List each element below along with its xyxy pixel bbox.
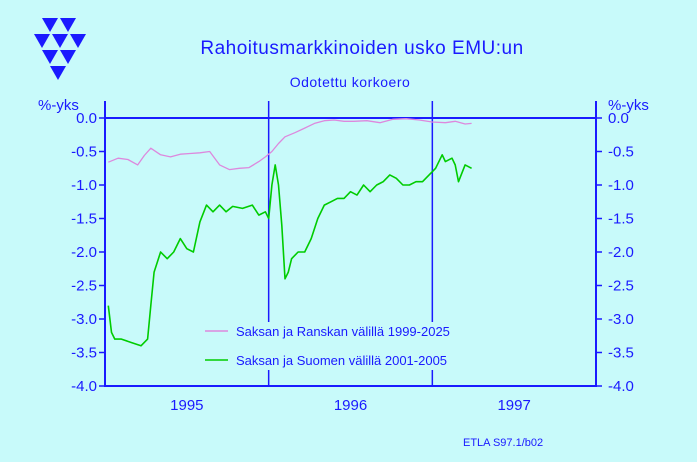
legend-background	[198, 322, 590, 370]
x-ticks: 1995 1996 1997	[170, 397, 531, 414]
y-tick-label-left: -1.0	[71, 177, 97, 194]
y-tick-label-right: -1.5	[608, 211, 634, 228]
y-axis-label-right: %-yks	[608, 97, 649, 114]
y-tick-label-right: -3.5	[608, 345, 634, 362]
y-tick-label-left: -4.0	[71, 378, 97, 395]
chart-subtitle: Odotettu korkoero	[290, 74, 411, 90]
plot-area	[104, 101, 597, 387]
chart-title: Rahoitusmarkkinoiden usko EMU:un	[200, 38, 523, 59]
legend: Saksan ja Ranskan välillä 1999-2025 Saks…	[198, 322, 590, 370]
y-tick-label-right: 0.0	[608, 110, 629, 127]
y-axis-label-left: %-yks	[38, 97, 79, 114]
y-tick-label-right: -2.0	[608, 244, 634, 261]
y-ticks-right: 0.0 -0.5 -1.0 -1.5 -2.0 -2.5 -3.0 -3.5 -4.0	[596, 110, 634, 395]
x-tick-label: 1995	[170, 397, 203, 414]
legend-label-germany-france: Saksan ja Ranskan välillä 1999-2025	[236, 324, 450, 339]
x-tick-label: 1997	[497, 397, 530, 414]
y-tick-label-right: -0.5	[608, 144, 634, 161]
y-tick-label-right: -2.5	[608, 278, 634, 295]
y-tick-label-right: -1.0	[608, 177, 634, 194]
y-tick-label-right: -4.0	[608, 378, 634, 395]
series-layer	[107, 118, 472, 347]
y-tick-label-left: -2.5	[71, 278, 97, 295]
y-tick-label-left: 0.0	[76, 110, 97, 127]
y-tick-label-right: -3.0	[608, 311, 634, 328]
y-tick-label-left: -1.5	[71, 211, 97, 228]
etla-triangle-logo-icon	[34, 18, 86, 80]
y-tick-label-left: -0.5	[71, 144, 97, 161]
y-tick-label-left: -2.0	[71, 244, 97, 261]
series-line-germany-finland	[107, 154, 472, 347]
legend-label-germany-finland: Saksan ja Suomen välillä 2001-2005	[236, 353, 447, 368]
y-tick-label-left: -3.0	[71, 311, 97, 328]
x-tick-label: 1996	[334, 397, 367, 414]
series-line-germany-france	[108, 118, 472, 171]
y-tick-label-left: -3.5	[71, 345, 97, 362]
source-credit: ETLA S97.1/b02	[463, 437, 543, 449]
y-ticks-left: 0.0 -0.5 -1.0 -1.5 -2.0 -2.5 -3.0 -3.5 -4.0	[71, 110, 105, 395]
